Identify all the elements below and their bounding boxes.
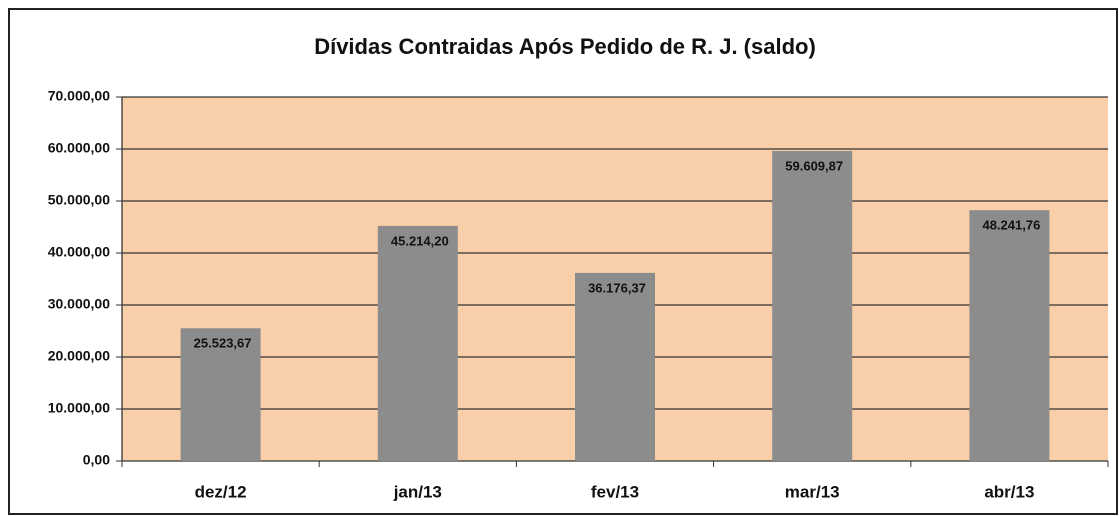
bar [377, 225, 458, 461]
value-label: 36.176,37 [588, 280, 646, 295]
y-tick-label: 20.000,00 [48, 348, 110, 364]
y-tick-label: 40.000,00 [48, 244, 110, 260]
x-tick-label: abr/13 [984, 482, 1034, 501]
value-label: 59.609,87 [785, 158, 843, 173]
y-tick-label: 60.000,00 [48, 140, 110, 156]
value-label: 25.523,67 [194, 336, 252, 351]
x-tick-label: fev/13 [591, 482, 639, 501]
y-tick-label: 70.000,00 [48, 88, 110, 104]
y-tick-label: 30.000,00 [48, 296, 110, 312]
bar [180, 328, 261, 461]
y-tick-label: 50.000,00 [48, 192, 110, 208]
chart-title: Dívidas Contraidas Após Pedido de R. J. … [314, 34, 816, 59]
x-tick-label: dez/12 [195, 482, 247, 501]
bar [969, 210, 1050, 461]
value-label: 48.241,76 [982, 218, 1040, 233]
bar [772, 151, 853, 461]
value-label: 45.214,20 [391, 233, 449, 248]
x-tick-label: mar/13 [785, 482, 840, 501]
x-tick-label: jan/13 [393, 482, 442, 501]
y-tick-label: 0,00 [83, 452, 110, 468]
y-tick-label: 10.000,00 [48, 400, 110, 416]
bar [575, 272, 655, 461]
